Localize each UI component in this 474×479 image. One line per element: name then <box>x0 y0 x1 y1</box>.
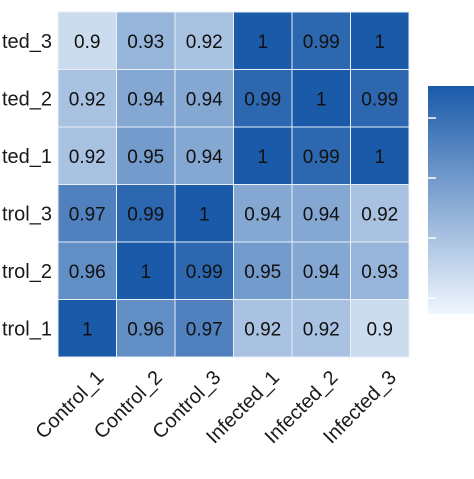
cell-value-label: 0.9 <box>367 319 393 340</box>
heatmap-cell-infected-1-infected-2 <box>291 126 351 185</box>
y-tick-label: ted_3 <box>2 31 52 53</box>
heatmap-cell-control-2-infected-1 <box>233 241 293 300</box>
cell-value-label: 1 <box>257 147 268 168</box>
y-tick-label: trol_2 <box>2 261 52 283</box>
heatmap-cell-control-2-control-3 <box>174 241 234 300</box>
heatmap-cell-control-3-control-1 <box>57 184 117 243</box>
cell-value-label: 0.99 <box>303 32 340 53</box>
cell-value-label: 0.9 <box>74 32 100 53</box>
heatmap-cell-control-2-infected-3 <box>350 241 410 300</box>
cell-value-label: 0.94 <box>303 262 340 283</box>
heatmap-cell-infected-3-control-3 <box>174 11 234 70</box>
heatmap-cell-control-3-infected-3 <box>350 184 410 243</box>
cell-value-label: 0.92 <box>69 147 106 168</box>
cell-value-label: 0.99 <box>244 89 281 110</box>
heatmap-cell-infected-1-infected-3 <box>350 126 410 185</box>
heatmap-cell-infected-3-control-2 <box>116 11 176 70</box>
heatmap-cell-infected-3-control-1 <box>57 11 117 70</box>
heatmap-cells <box>57 11 410 358</box>
heatmap-cell-control-1-infected-2 <box>291 299 351 358</box>
cell-value-label: 0.94 <box>303 204 340 225</box>
heatmap-cell-control-3-control-2 <box>116 184 176 243</box>
cell-value-label: 0.92 <box>69 89 106 110</box>
y-tick-label: ted_2 <box>2 88 52 110</box>
cell-value-label: 0.99 <box>303 147 340 168</box>
cell-value-label: 1 <box>257 32 268 53</box>
heatmap-cell-control-3-infected-2 <box>291 184 351 243</box>
cell-value-label: 0.99 <box>361 89 398 110</box>
cell-value-label: 0.93 <box>361 262 398 283</box>
heatmap-cell-control-1-infected-1 <box>233 299 293 358</box>
cell-value-label: 1 <box>374 147 385 168</box>
cell-value-label: 0.96 <box>69 262 106 283</box>
heatmap-cell-labels: 0.9 0.93 0.92 1 0.99 1 0.92 0.94 0.94 0.99 1 0.99 0.… <box>69 32 398 341</box>
cell-value-label: 0.97 <box>69 204 106 225</box>
heatmap-cell-infected-2-infected-1 <box>233 69 293 128</box>
heatmap-cell-infected-2-control-2 <box>116 69 176 128</box>
cell-value-label: 0.94 <box>127 89 164 110</box>
heatmap-cell-control-2-infected-2 <box>291 241 351 300</box>
y-tick-label: trol_1 <box>2 318 52 340</box>
cell-value-label: 0.92 <box>303 319 340 340</box>
cell-value-label: 0.93 <box>127 32 164 53</box>
heatmap-cell-control-2-control-1 <box>57 241 117 300</box>
cell-value-label: 1 <box>199 204 210 225</box>
cell-value-label: 0.92 <box>186 32 223 53</box>
y-tick-label: ted_1 <box>2 146 52 168</box>
cell-value-label: 0.94 <box>186 89 223 110</box>
heatmap-cell-control-3-infected-1 <box>233 184 293 243</box>
cell-value-label: 1 <box>316 89 327 110</box>
heatmap-cell-control-3-control-3 <box>174 184 234 243</box>
heatmap-cell-infected-1-control-2 <box>116 126 176 185</box>
cell-value-label: 0.95 <box>127 147 164 168</box>
cell-value-label: 1 <box>82 319 93 340</box>
y-tick-label: trol_3 <box>2 203 52 225</box>
legend-color-bar <box>428 86 474 314</box>
cell-value-label: 0.92 <box>244 319 281 340</box>
cell-value-label: 0.95 <box>244 262 281 283</box>
heatmap-cell-control-1-infected-3 <box>350 299 410 358</box>
cell-value-label: 0.96 <box>127 319 164 340</box>
heatmap-cell-infected-3-infected-3 <box>350 11 410 70</box>
color-legend: r <box>428 84 474 314</box>
cell-value-label: 0.94 <box>186 147 223 168</box>
heatmap-cell-control-1-control-1 <box>57 299 117 358</box>
cell-value-label: 0.97 <box>186 319 223 340</box>
cell-value-label: 0.99 <box>127 204 164 225</box>
heatmap-cell-infected-1-infected-1 <box>233 126 293 185</box>
cell-value-label: 1 <box>374 32 385 53</box>
cell-value-label: 0.94 <box>244 204 281 225</box>
cell-value-label: 0.92 <box>361 204 398 225</box>
x-axis-tick-labels: Control_1Control_2Control_3Infected_1Inf… <box>32 367 401 449</box>
heatmap-cell-infected-2-infected-3 <box>350 69 410 128</box>
y-axis-tick-labels: ted_3 ted_2 ted_1 trol_3 trol_2 trol_1 <box>2 31 52 341</box>
cell-value-label: 0.99 <box>186 262 223 283</box>
cell-value-label: 1 <box>140 262 151 283</box>
